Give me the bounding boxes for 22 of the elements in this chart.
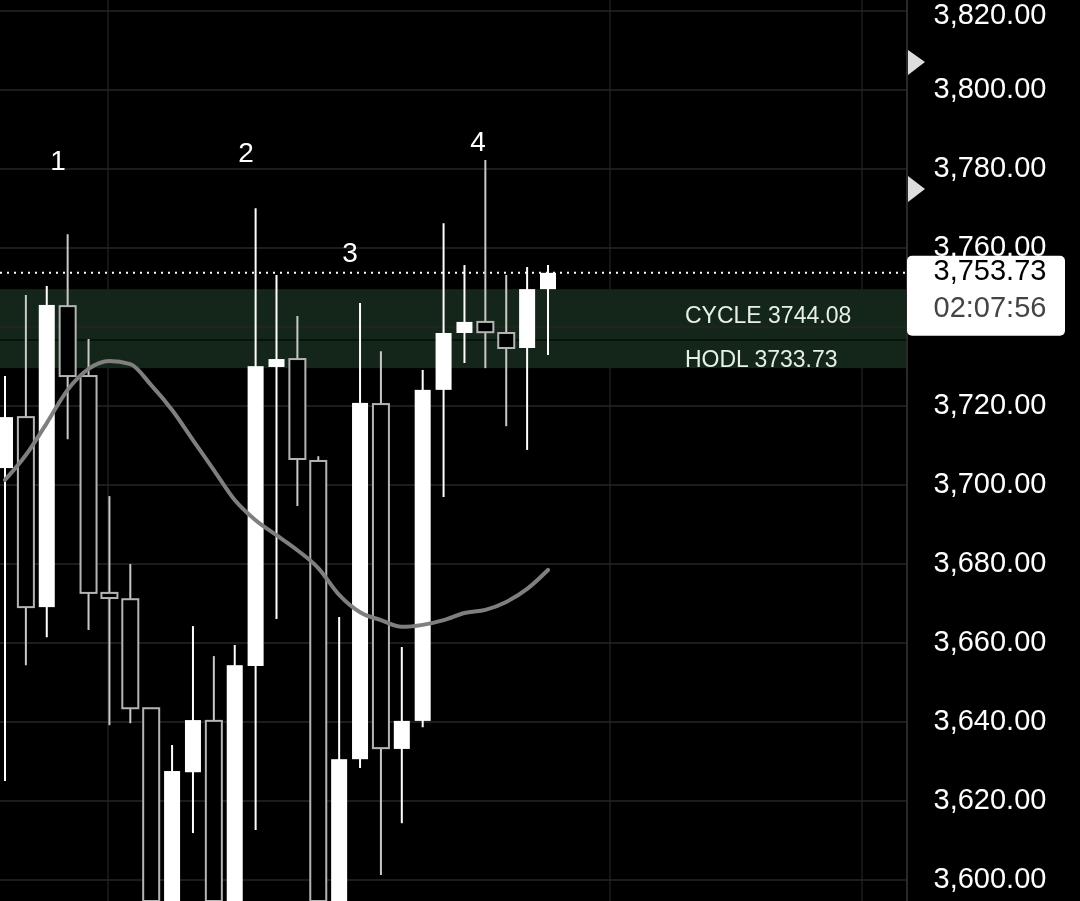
y-tick-label: 3,680.00 [933, 545, 1047, 578]
line-series [3, 359, 550, 629]
y-tick-label: 3,820.00 [933, 0, 1047, 30]
candlestick [100, 495, 119, 727]
y-tick-label: 3,600.00 [933, 861, 1047, 894]
annotation: 4 [470, 126, 486, 158]
y-tick-label: 3,620.00 [933, 782, 1047, 815]
band-label: CYCLE 3744.08 [685, 301, 852, 328]
candlestick [268, 273, 285, 620]
y-tick-label: 3,660.00 [933, 624, 1047, 657]
text: 02:07:56 [933, 291, 1047, 324]
y-tick-label: 3,800.00 [933, 71, 1047, 104]
candlestick [497, 273, 516, 428]
y-tick-label: 3,640.00 [933, 703, 1047, 736]
candlestick [476, 158, 495, 370]
annotation: 1 [50, 145, 66, 177]
annotation: 2 [238, 137, 254, 169]
annotation: 3 [342, 237, 358, 269]
y-tick-label: 3,700.00 [933, 466, 1047, 499]
y-tick-label: 3,720.00 [933, 387, 1047, 420]
band-label: HODL 3733.73 [685, 346, 838, 373]
y-tick-label: 3,780.00 [933, 150, 1047, 183]
